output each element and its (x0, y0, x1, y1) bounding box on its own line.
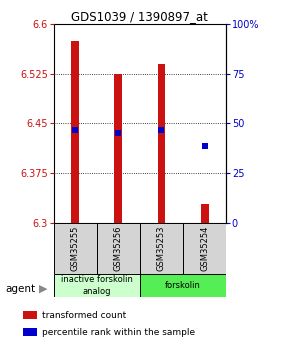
Text: GSM35256: GSM35256 (114, 226, 123, 271)
Text: GSM35254: GSM35254 (200, 226, 209, 271)
Text: inactive forskolin
analog: inactive forskolin analog (61, 275, 133, 296)
Text: GSM35255: GSM35255 (71, 226, 80, 271)
Bar (71, 41, 79, 223)
Bar (23, 328, 37, 336)
Bar (140, 223, 183, 274)
Text: agent: agent (6, 284, 36, 294)
Bar (23, 310, 37, 319)
Bar (54, 223, 97, 274)
Text: ▶: ▶ (39, 284, 47, 294)
Bar (201, 204, 209, 223)
Text: transformed count: transformed count (42, 310, 126, 319)
Bar (54, 274, 140, 297)
Bar (115, 74, 122, 223)
Text: GSM35253: GSM35253 (157, 226, 166, 271)
Bar (97, 223, 140, 274)
Bar (140, 274, 226, 297)
Bar (183, 223, 226, 274)
Title: GDS1039 / 1390897_at: GDS1039 / 1390897_at (72, 10, 208, 23)
Bar (157, 64, 165, 223)
Text: forskolin: forskolin (165, 281, 201, 290)
Text: percentile rank within the sample: percentile rank within the sample (42, 328, 195, 337)
